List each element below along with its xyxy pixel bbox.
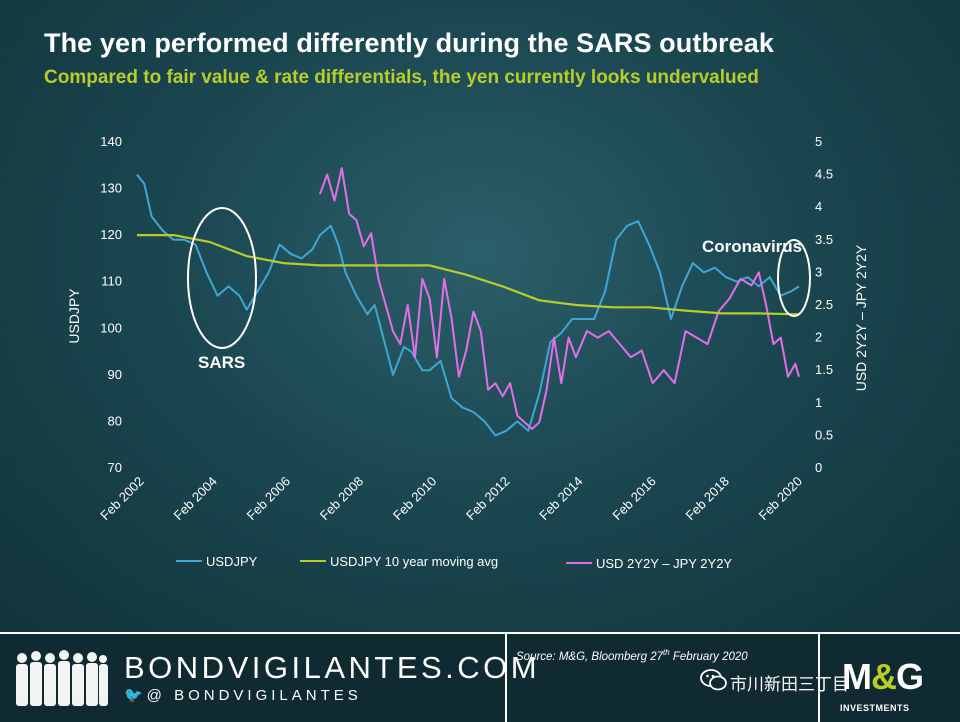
x-tick-label: Feb 2020 (756, 474, 805, 523)
coronavirus-circle (777, 239, 811, 317)
page-subtitle: Compared to fair value & rate differenti… (44, 67, 759, 88)
source-note: Source: M&G, Bloomberg 27th February 202… (516, 648, 748, 663)
twitter-handle[interactable]: 🐦@ BONDVIGILANTES (124, 687, 362, 704)
series-line-spread (318, 167, 800, 430)
mg-logo: M&G (842, 656, 924, 697)
mg-logo-subtitle: INVESTMENTS (840, 703, 910, 713)
sars-circle (187, 207, 257, 349)
x-tick-label: Feb 2006 (244, 474, 293, 523)
team-silhouette-icon (16, 650, 108, 706)
y-tick-label: 130 (100, 181, 122, 196)
brand-name[interactable]: BONDVIGILANTES.COM (124, 650, 541, 685)
x-tick-label: Feb 2014 (536, 474, 585, 523)
x-tick-label: Feb 2008 (317, 474, 366, 523)
coronavirus-label: Coronavirus (702, 237, 802, 256)
series-line-usdjpy (136, 173, 800, 437)
x-tick-label: Feb 2002 (97, 474, 146, 523)
legend-label: USD 2Y2Y – JPY 2Y2Y (596, 556, 732, 571)
y2-tick-label: 4 (815, 199, 822, 214)
y2-tick-label: 1.5 (815, 362, 833, 377)
y2-axis-label: USD 2Y2Y – JPY 2Y2Y (853, 244, 869, 391)
y2-tick-label: 3.5 (815, 232, 833, 247)
y2-tick-label: 2 (815, 330, 822, 345)
x-tick-label: Feb 2004 (170, 474, 219, 523)
y2-tick-label: 0 (815, 460, 822, 475)
x-tick-label: Feb 2016 (609, 474, 658, 523)
y-axis-label: USDJPY (66, 288, 82, 344)
y-tick-label: 70 (108, 460, 122, 475)
y2-tick-label: 4.5 (815, 167, 833, 182)
series-line-moving-avg (137, 234, 800, 316)
footer-divider (505, 634, 507, 722)
wechat-icon (700, 669, 727, 691)
y2-tick-label: 0.5 (815, 427, 833, 442)
footer-divider (818, 634, 820, 722)
page-title: The yen performed differently during the… (44, 28, 774, 58)
y-tick-label: 140 (100, 134, 122, 149)
y-tick-label: 110 (101, 274, 122, 289)
legend-label: USDJPY 10 year moving avg (330, 554, 498, 569)
x-tick-label: Feb 2012 (463, 474, 512, 523)
y2-tick-label: 5 (815, 134, 822, 149)
y2-tick-label: 1 (815, 395, 822, 410)
x-tick-label: Feb 2018 (683, 474, 732, 523)
footer-bar: BONDVIGILANTES.COM 🐦@ BONDVIGILANTES Sou… (0, 632, 960, 722)
chart-background (0, 0, 960, 632)
legend-label: USDJPY (206, 554, 258, 569)
y-tick-label: 80 (108, 413, 122, 428)
wechat-account-name: 市川新田三丁目 (730, 675, 849, 695)
y-tick-label: 90 (108, 367, 122, 382)
x-tick-label: Feb 2010 (390, 474, 439, 523)
y-tick-label: 100 (100, 320, 122, 335)
y2-tick-label: 2.5 (815, 297, 833, 312)
y2-tick-label: 3 (815, 264, 822, 279)
y-tick-label: 120 (100, 227, 122, 242)
sars-label: SARS (198, 353, 245, 372)
chart-area: 140 130 120 110 100 90 80 70 5 4.5 4 3.5 3 2.5 2 1.5 1 0.… (66, 134, 869, 571)
